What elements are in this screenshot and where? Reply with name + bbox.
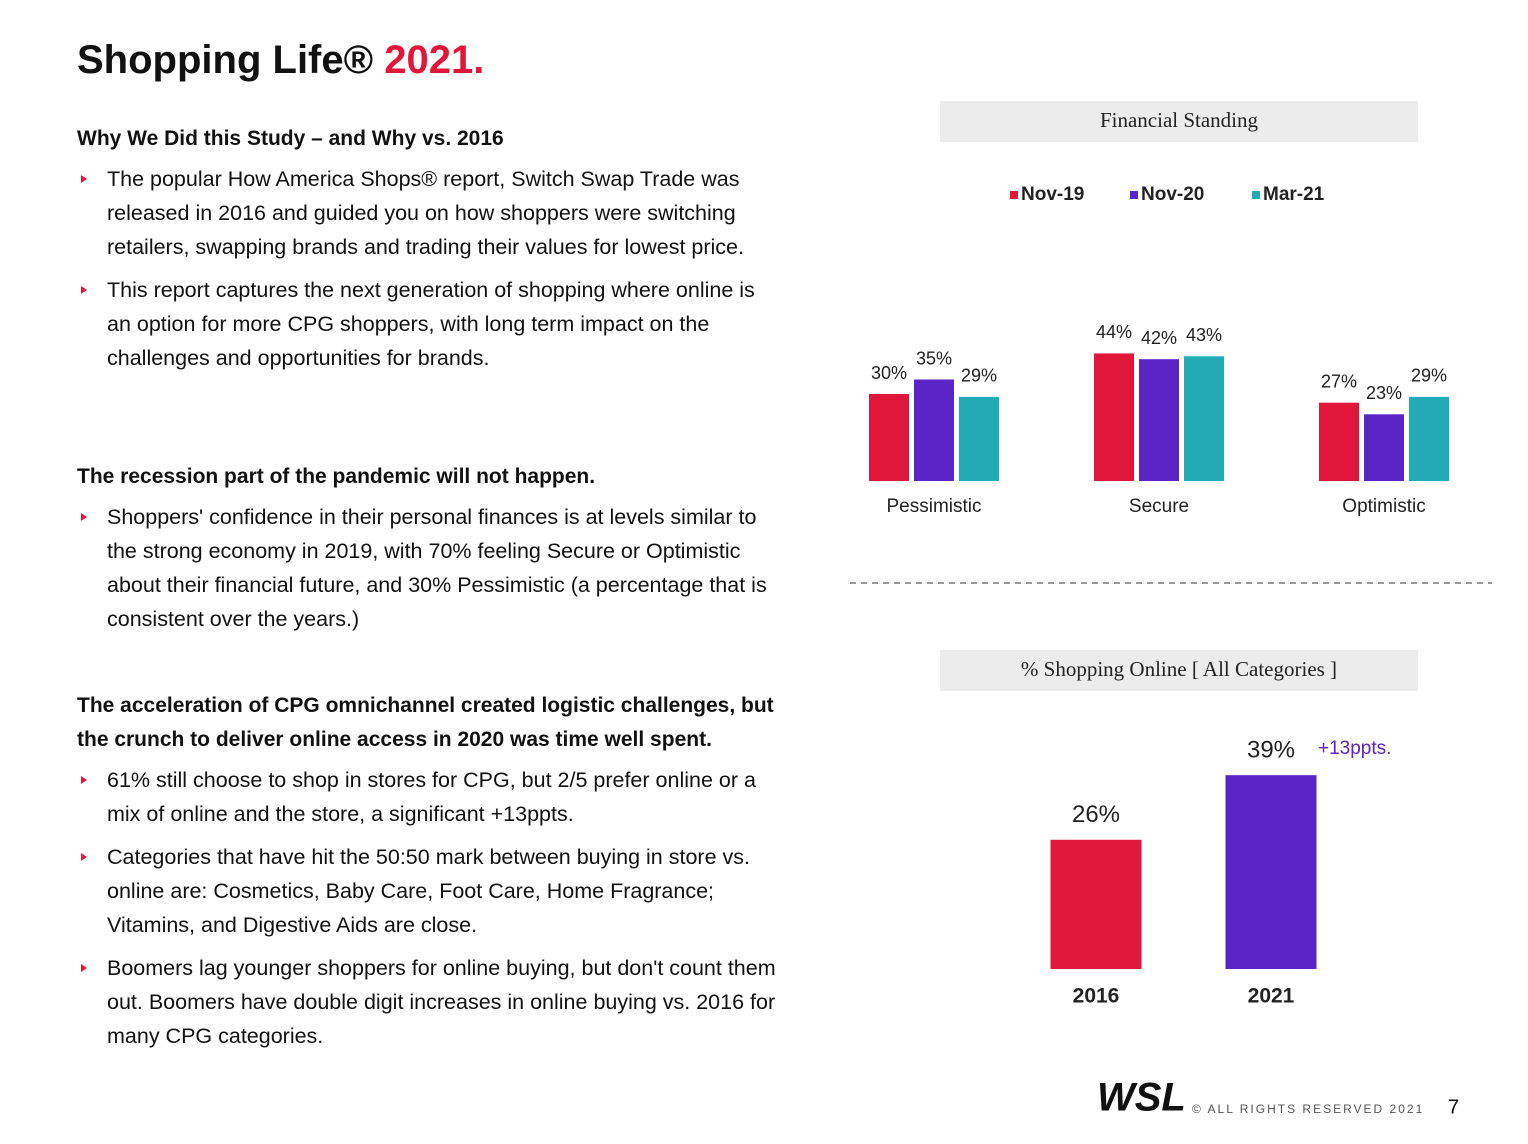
x-tick-label: Pessimistic bbox=[886, 496, 981, 517]
annotation: +13ppts. bbox=[1318, 738, 1391, 759]
bar bbox=[1184, 356, 1224, 481]
data-label: 39% bbox=[1247, 737, 1295, 764]
chart-title: Financial Standing bbox=[1100, 108, 1259, 132]
section-heading: The acceleration of CPG omnichannel crea… bbox=[77, 694, 774, 751]
bar bbox=[1364, 414, 1404, 481]
bar bbox=[1319, 402, 1359, 481]
data-label: 29% bbox=[961, 366, 997, 386]
x-tick-label: 2021 bbox=[1248, 985, 1295, 1008]
bullet: This report captures the next generation… bbox=[77, 273, 777, 375]
legend-label: Nov-19 bbox=[1021, 184, 1084, 205]
bullet-list: Shoppers' confidence in their personal f… bbox=[77, 500, 777, 636]
chart-title-box bbox=[940, 101, 1418, 142]
bullet: Categories that have hit the 50:50 mark … bbox=[77, 840, 777, 942]
legend-swatch bbox=[1010, 191, 1018, 199]
bar bbox=[869, 394, 909, 481]
bar bbox=[1225, 775, 1317, 969]
page-number: 7 bbox=[1448, 1096, 1459, 1118]
bullet: Shoppers' confidence in their personal f… bbox=[77, 500, 777, 636]
chart-title: % Shopping Online [ All Categories ] bbox=[1021, 657, 1337, 681]
legend-swatch bbox=[1130, 191, 1138, 199]
section-heading: The recession part of the pandemic will … bbox=[77, 465, 596, 488]
bar bbox=[914, 379, 954, 481]
bullet: 61% still choose to shop in stores for C… bbox=[77, 763, 777, 831]
section-heading: Why We Did this Study – and Why vs. 2016 bbox=[77, 127, 504, 150]
section: The acceleration of CPG omnichannel crea… bbox=[77, 689, 777, 1062]
data-label: 27% bbox=[1321, 371, 1357, 391]
bullet: Boomers lag younger shoppers for online … bbox=[77, 951, 777, 1053]
data-label: 44% bbox=[1096, 322, 1132, 342]
data-label: 35% bbox=[916, 348, 952, 368]
data-label: 42% bbox=[1141, 328, 1177, 348]
bar bbox=[1094, 353, 1134, 481]
data-label: 43% bbox=[1186, 325, 1222, 345]
x-tick-label: 2016 bbox=[1073, 985, 1120, 1008]
title: Shopping Life® 2021. bbox=[77, 38, 484, 83]
bar bbox=[959, 396, 999, 481]
legend-swatch bbox=[1252, 191, 1260, 199]
x-tick-label: Optimistic bbox=[1342, 496, 1425, 517]
bar bbox=[1409, 396, 1449, 481]
title-main: Shopping Life® bbox=[77, 38, 374, 82]
data-label: 30% bbox=[871, 363, 907, 383]
chart-title-box bbox=[940, 650, 1418, 691]
copyright: © ALL RIGHTS RESERVED 2021 bbox=[1192, 1102, 1424, 1116]
legend-label: Nov-20 bbox=[1141, 184, 1204, 205]
logo: WSL bbox=[1097, 1076, 1186, 1120]
data-label: 29% bbox=[1411, 366, 1447, 386]
section: The recession part of the pandemic will … bbox=[77, 460, 777, 645]
data-label: 26% bbox=[1072, 801, 1120, 828]
x-tick-label: Secure bbox=[1129, 496, 1189, 517]
title-year: 2021. bbox=[384, 38, 485, 82]
bullet-list: The popular How America Shops® report, S… bbox=[77, 162, 777, 375]
data-label: 23% bbox=[1366, 383, 1402, 403]
bar bbox=[1050, 839, 1142, 969]
bar bbox=[1139, 359, 1179, 481]
bullet: The popular How America Shops® report, S… bbox=[77, 162, 777, 264]
section: Why We Did this Study – and Why vs. 2016… bbox=[77, 122, 777, 384]
bullet-list: 61% still choose to shop in stores for C… bbox=[77, 763, 777, 1053]
legend-label: Mar-21 bbox=[1263, 184, 1325, 205]
